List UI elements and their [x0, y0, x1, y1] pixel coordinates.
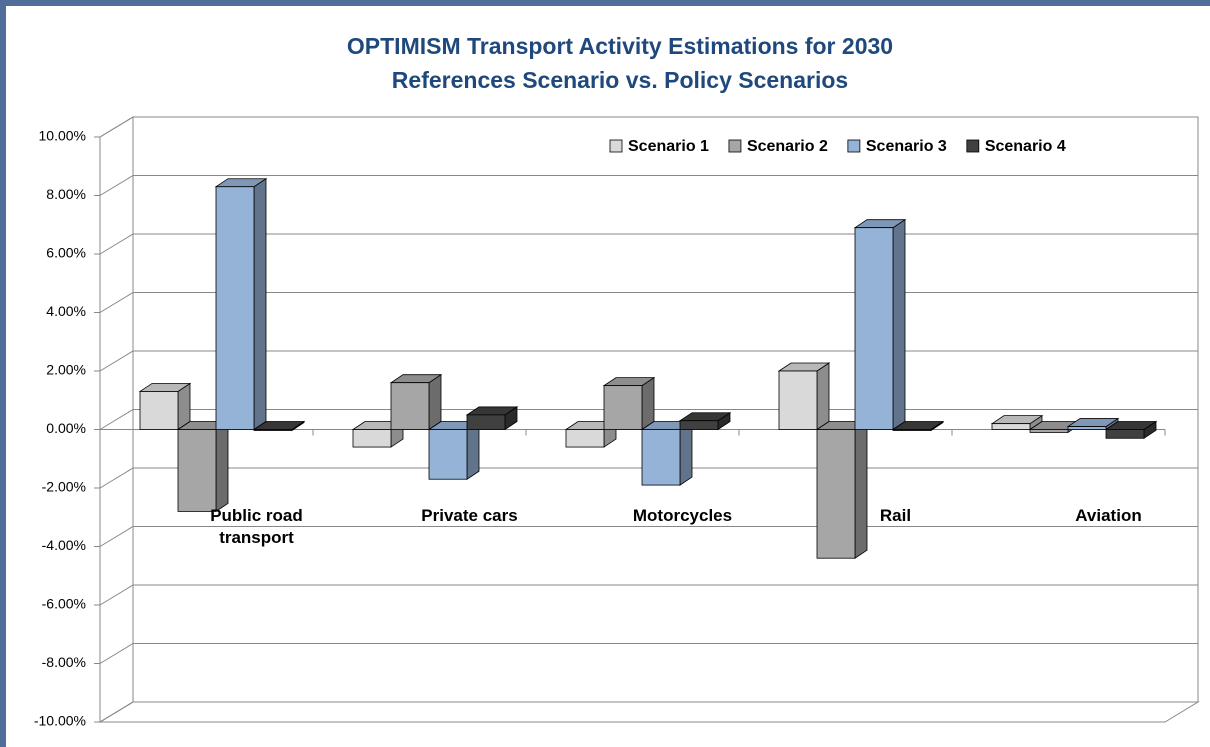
y-tick-label: 0.00%	[46, 420, 86, 436]
bar	[390, 382, 430, 430]
bar	[991, 423, 1031, 430]
x-tick-label: Rail	[879, 506, 912, 525]
grid-line	[99, 409, 1198, 430]
x-tick-label: Motorcycles	[632, 506, 733, 525]
bar-side	[679, 420, 693, 486]
chart-title: OPTIMISM Transport Activity Estimations …	[347, 33, 893, 59]
bar	[253, 429, 293, 431]
bar-side	[892, 218, 906, 431]
grid-line	[99, 233, 1198, 255]
bar	[177, 429, 217, 512]
legend-swatch	[966, 139, 980, 153]
bar	[778, 370, 818, 430]
legend-label: Scenario 1	[628, 138, 709, 155]
y-tick-label: 2.00%	[46, 362, 86, 378]
bar	[352, 429, 392, 448]
grid-line	[99, 701, 1198, 723]
grid-line	[99, 292, 1198, 313]
bar-side	[253, 177, 267, 431]
bar-side	[428, 373, 442, 431]
y-tick-label: -8.00%	[42, 654, 86, 670]
bar	[428, 429, 468, 480]
legend-label: Scenario 2	[747, 138, 828, 155]
bar	[679, 420, 719, 430]
bar	[854, 227, 894, 430]
x-tick-label: Aviation	[1075, 506, 1142, 525]
bar-side	[854, 420, 868, 559]
bar	[139, 391, 179, 430]
chart-subtitle: References Scenario vs. Policy Scenarios	[392, 67, 848, 93]
bar-side	[466, 420, 480, 480]
y-tick-label: -2.00%	[42, 479, 86, 495]
legend-swatch	[847, 139, 861, 153]
y-tick-label: 6.00%	[46, 245, 86, 261]
legend-swatch	[609, 139, 623, 153]
y-tick-label: 10.00%	[39, 128, 86, 144]
y-tick-label: -6.00%	[42, 596, 86, 612]
x-tick-label: Private cars	[421, 506, 518, 525]
grid-line	[99, 116, 1198, 138]
grid-line	[99, 584, 1198, 606]
legend-label: Scenario 3	[866, 138, 947, 155]
legend-swatch	[728, 139, 742, 153]
bar	[215, 186, 255, 430]
y-tick-label: -10.00%	[34, 713, 86, 729]
bar	[1105, 429, 1145, 439]
bar	[1029, 429, 1069, 433]
bar-side	[215, 420, 229, 513]
y-tick-label: 4.00%	[46, 303, 86, 319]
bar	[466, 414, 506, 430]
bar-side	[816, 362, 830, 431]
y-tick-label: 8.00%	[46, 186, 86, 202]
bar	[1067, 426, 1107, 430]
floor	[98, 701, 1200, 723]
bar	[892, 429, 932, 431]
grid-line	[99, 175, 1198, 196]
bar	[641, 429, 681, 486]
grid-line	[99, 643, 1198, 664]
legend-label: Scenario 4	[985, 138, 1066, 155]
grid-line	[99, 350, 1198, 372]
x-tick-label: Public road transport	[210, 506, 303, 547]
bar	[565, 429, 605, 448]
y-tick-label: -4.00%	[42, 537, 86, 553]
bar	[603, 385, 643, 430]
bar	[816, 429, 856, 559]
bar-side	[641, 376, 655, 431]
